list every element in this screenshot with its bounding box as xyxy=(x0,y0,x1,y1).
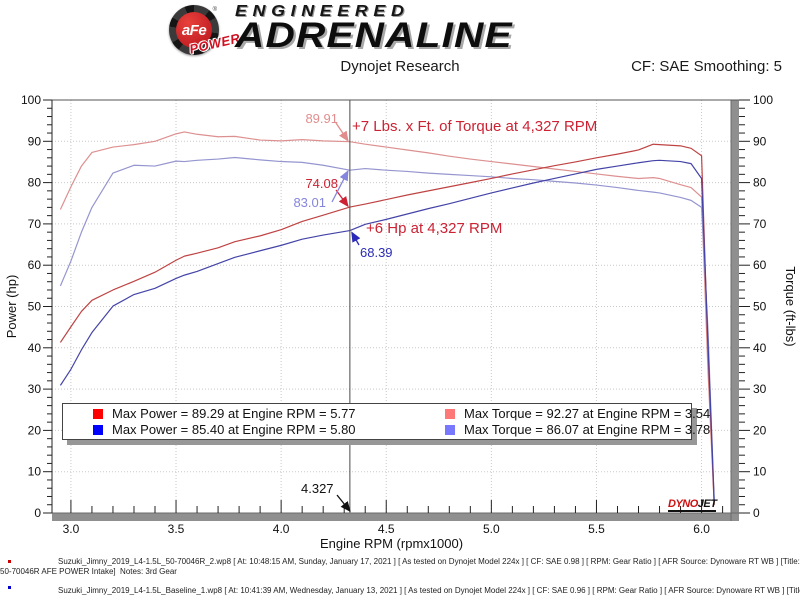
left-axis-tick-label: 100 xyxy=(21,93,41,107)
smoothing-setting: CF: SAE Smoothing: 5 xyxy=(631,58,782,75)
right-axis-tick-label: 0 xyxy=(753,506,760,520)
left-axis-tick-label: 80 xyxy=(28,176,42,190)
annotation-power-red-value: 74.08 xyxy=(305,176,338,191)
x-axis-tick-label: 5.0 xyxy=(483,522,500,536)
x-axis-tick-label: 6.0 xyxy=(693,522,710,536)
x-axis-tick-label: 4.5 xyxy=(378,522,395,536)
annotation-torque-pink-value: 89.91 xyxy=(305,111,338,126)
run1-bullet xyxy=(8,560,11,563)
legend-swatch-blue xyxy=(93,424,103,435)
legend-swatch-lightblue xyxy=(445,424,455,435)
annotation-cursor-rpm: 4.327 xyxy=(301,481,334,496)
left-axis-tick-label: 30 xyxy=(28,382,42,396)
x-axis-tick-label: 5.5 xyxy=(588,522,605,536)
right-axis-tick-label: 100 xyxy=(753,93,773,107)
brand-masthead: aFe ® POWER ENGINEERED ADRENALINE xyxy=(155,2,625,60)
x-axis-tick-label: 4.0 xyxy=(273,522,290,536)
legend-item-power-baseline: Max Power = 85.40 at Engine RPM = 5.80 xyxy=(93,422,445,437)
x-axis-tick-label: 3.5 xyxy=(168,522,185,536)
annotation-torque-blue-value: 83.01 xyxy=(293,195,326,210)
run2-bullet xyxy=(8,586,11,589)
chart-title: Dynojet Research xyxy=(340,58,460,75)
afe-brand-text: aFe xyxy=(181,21,207,39)
legend-item-torque-baseline: Max Torque = 86.07 at Engine RPM = 3.78 xyxy=(445,422,710,437)
left-axis-title: Power (hp) xyxy=(4,275,19,339)
legend-item-torque-afe: Max Torque = 92.27 at Engine RPM = 3.54 xyxy=(445,406,710,421)
registered-mark: ® xyxy=(212,7,217,13)
left-axis-tick-label: 20 xyxy=(28,423,42,437)
afe-badge-circle: aFe xyxy=(176,12,212,48)
right-axis-tick-label: 10 xyxy=(753,465,767,479)
right-axis-tick-label: 60 xyxy=(753,258,767,272)
right-axis-tick-label: 40 xyxy=(753,341,767,355)
right-axis-tick-label: 30 xyxy=(753,382,767,396)
legend-swatch-pink xyxy=(445,408,455,419)
annotation-torque-gain: +7 Lbs. x Ft. of Torque at 4,327 RPM xyxy=(352,118,598,135)
legend-label: Max Power = 85.40 at Engine RPM = 5.80 xyxy=(112,422,356,437)
legend-label: Max Torque = 92.27 at Engine RPM = 3.54 xyxy=(464,406,711,421)
left-axis-tick-label: 70 xyxy=(28,217,42,231)
adrenaline-logo: ENGINEERED ADRENALINE xyxy=(235,3,512,56)
legend-label: Max Power = 89.29 at Engine RPM = 5.77 xyxy=(112,406,356,421)
annotation-power-blue-value: 68.39 xyxy=(360,245,393,260)
legend-label: Max Torque = 86.07 at Engine RPM = 3.78 xyxy=(464,422,711,437)
x-axis-title: Engine RPM (rpmx1000) xyxy=(320,536,463,551)
run1-info: Suzuki_Jimny_2019_L4-1.5L_50-70046R_2.wp… xyxy=(0,557,800,576)
right-axis-tick-label: 20 xyxy=(753,423,767,437)
left-axis-tick-label: 90 xyxy=(28,134,42,148)
left-axis-tick-label: 10 xyxy=(28,465,42,479)
right-axis-tick-label: 80 xyxy=(753,176,767,190)
logo-adrenaline-text: ADRENALINE xyxy=(235,16,513,55)
right-axis-tick-label: 50 xyxy=(753,300,767,314)
left-axis-tick-label: 40 xyxy=(28,341,42,355)
run2-info: Suzuki_Jimny_2019_L4-1.5L_Baseline_1.wp8… xyxy=(58,586,800,595)
left-axis-tick-label: 0 xyxy=(34,506,41,520)
legend-item-power-afe: Max Power = 89.29 at Engine RPM = 5.77 xyxy=(93,406,445,421)
x-axis-tick-label: 3.0 xyxy=(63,522,80,536)
legend-swatch-red xyxy=(93,408,103,419)
afe-power-logo-icon: aFe ® xyxy=(169,5,219,55)
legend-box: Max Power = 89.29 at Engine RPM = 5.77 M… xyxy=(62,403,710,440)
right-axis-title: Torque (ft-lbs) xyxy=(783,266,798,346)
left-axis-tick-label: 50 xyxy=(28,300,42,314)
run-info-footer: Suzuki_Jimny_2019_L4-1.5L_50-70046R_2.wp… xyxy=(0,557,800,600)
dynojet-logo-jet: JET xyxy=(697,498,717,510)
logo-engineered-text: ENGINEERED xyxy=(235,3,410,20)
right-axis-tick-label: 70 xyxy=(753,217,767,231)
annotation-power-gain: +6 Hp at 4,327 RPM xyxy=(366,220,503,237)
right-axis-tick-label: 90 xyxy=(753,134,767,148)
dynojet-logo: DYNOJET xyxy=(668,498,717,512)
dynojet-logo-dyno: DYNO xyxy=(668,498,698,510)
left-axis-tick-label: 60 xyxy=(28,258,42,272)
